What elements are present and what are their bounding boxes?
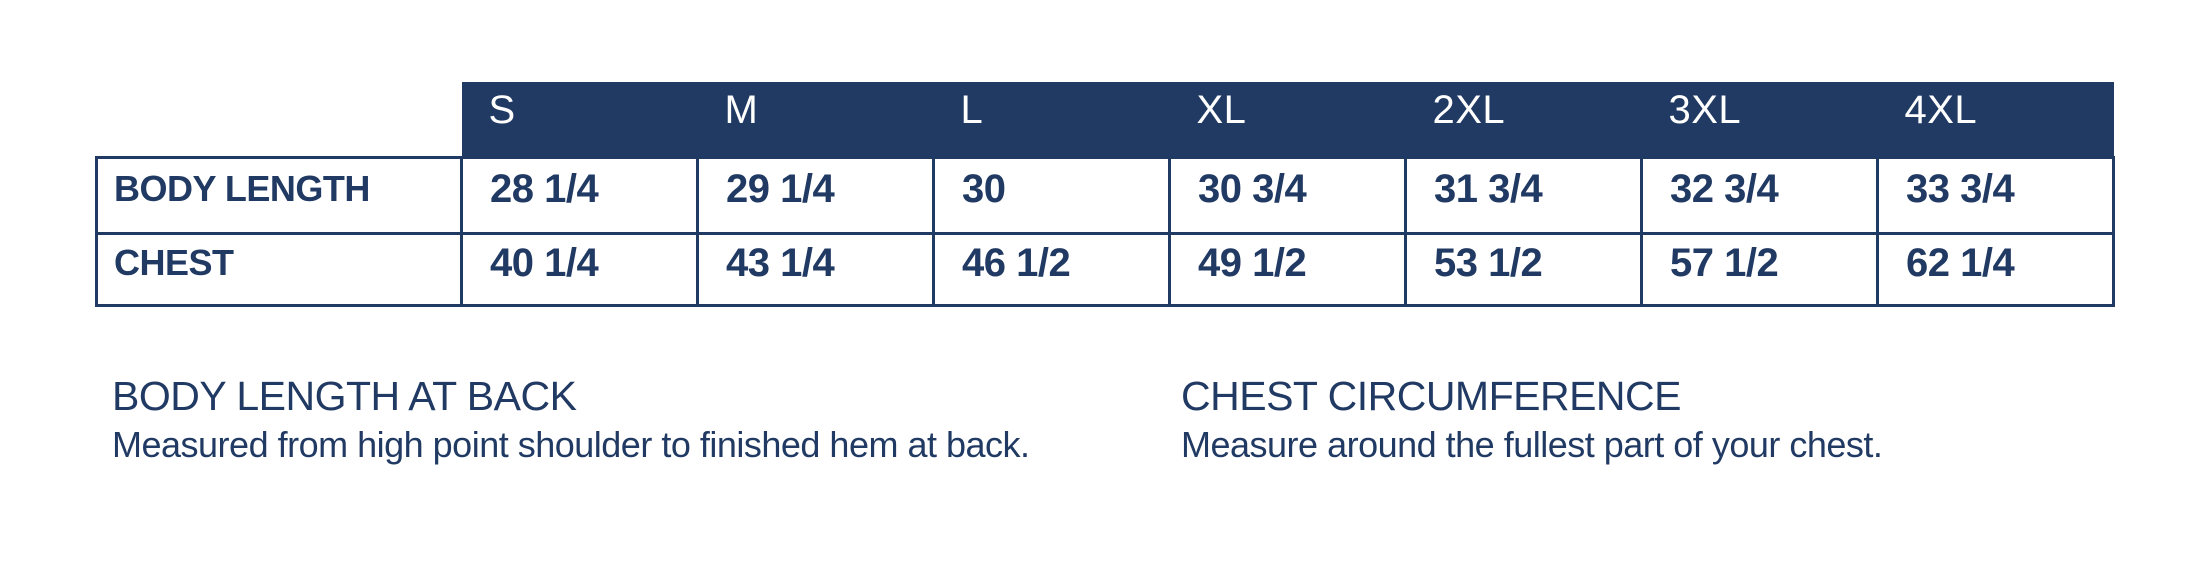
row-label-chest: CHEST	[95, 231, 463, 307]
cell-body-length-xl: 30 3/4	[1168, 155, 1407, 235]
cell-body-length-2xl: 31 3/4	[1404, 155, 1643, 235]
table-row-body-length: BODY LENGTH 28 1/4 29 1/4 30 30 3/4 31 3…	[95, 155, 2115, 235]
cell-body-length-s: 28 1/4	[460, 155, 699, 235]
note-description-body-length: Measured from high point shoulder to fin…	[112, 424, 1030, 465]
row-label-body-length: BODY LENGTH	[95, 155, 463, 235]
cell-chest-2xl: 53 1/2	[1404, 231, 1643, 307]
size-header-4xl: 4XL	[1877, 82, 2114, 157]
size-header-xl: XL	[1169, 82, 1406, 157]
size-header-row: S M L XL 2XL 3XL 4XL	[97, 82, 2114, 157]
note-description-chest: Measure around the fullest part of your …	[1181, 424, 1883, 465]
size-header-2xl: 2XL	[1405, 82, 1642, 157]
cell-chest-4xl: 62 1/4	[1876, 231, 2115, 307]
cell-body-length-4xl: 33 3/4	[1876, 155, 2115, 235]
cell-body-length-m: 29 1/4	[696, 155, 935, 235]
note-chest: CHEST CIRCUMFERENCE Measure around the f…	[1181, 372, 1883, 468]
cell-chest-xl: 49 1/2	[1168, 231, 1407, 307]
cell-chest-l: 46 1/2	[932, 231, 1171, 307]
note-body-length: BODY LENGTH AT BACK Measured from high p…	[112, 372, 1030, 468]
table-corner-spacer	[97, 82, 462, 157]
table-row-chest: CHEST 40 1/4 43 1/4 46 1/2 49 1/2 53 1/2…	[95, 231, 2115, 307]
cell-chest-3xl: 57 1/2	[1640, 231, 1879, 307]
note-title-chest: CHEST CIRCUMFERENCE	[1181, 373, 1682, 419]
note-title-body-length: BODY LENGTH AT BACK	[112, 373, 577, 419]
size-header-m: M	[697, 82, 934, 157]
size-header-s: S	[461, 82, 698, 157]
size-header-3xl: 3XL	[1641, 82, 1878, 157]
cell-chest-m: 43 1/4	[696, 231, 935, 307]
cell-chest-s: 40 1/4	[460, 231, 699, 307]
cell-body-length-3xl: 32 3/4	[1640, 155, 1879, 235]
size-header-l: L	[933, 82, 1170, 157]
size-chart-table: S M L XL 2XL 3XL 4XL BODY LENGTH 28 1/4 …	[95, 82, 2115, 307]
cell-body-length-l: 30	[932, 155, 1171, 235]
